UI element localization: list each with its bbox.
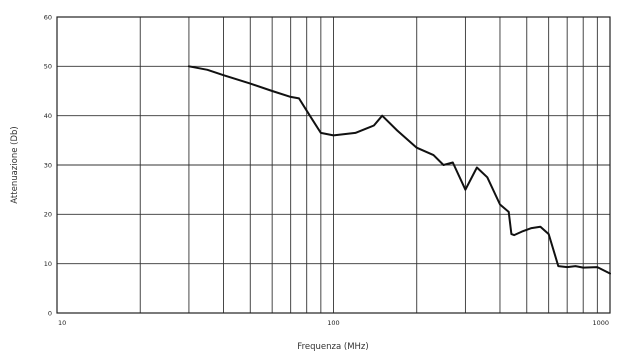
y-tick-labels: 0 10 20 30 40 50 60 [44, 13, 52, 317]
y-axis-label: Attenuazione (Db) [10, 126, 20, 203]
attenuation-curve [187, 65, 611, 275]
grid [57, 17, 610, 313]
x-tick-label: 1000 [592, 319, 609, 327]
y-tick-label: 0 [48, 309, 52, 317]
y-tick-label: 20 [44, 211, 52, 219]
x-tick-labels: 10 100 1000 [58, 319, 609, 327]
y-tick-label: 50 [44, 63, 52, 71]
y-tick-label: 10 [44, 260, 52, 268]
x-tick-label: 10 [58, 319, 66, 327]
x-axis-label: Frequenza (MHz) [297, 342, 368, 352]
plot-frame [56, 16, 611, 314]
y-tick-label: 40 [44, 112, 52, 120]
x-tick-label: 100 [327, 319, 339, 327]
y-tick-label: 30 [44, 161, 52, 169]
y-tick-label: 60 [44, 13, 52, 21]
